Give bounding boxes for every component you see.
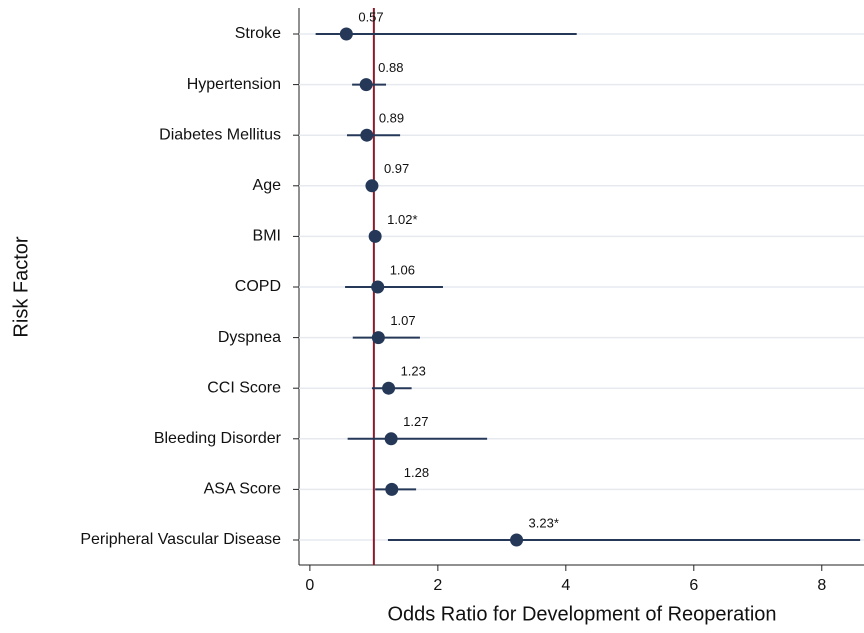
y-tick-label: Diabetes Mellitus [159,126,281,143]
value-label: 0.89 [379,111,404,126]
y-tick-label: Stroke [235,25,281,42]
point-estimate [359,78,373,92]
value-label: 1.07 [390,313,415,328]
y-tick-label: Age [253,177,282,194]
y-tick-label: Hypertension [187,76,281,93]
point-estimate [360,128,374,142]
x-tick-label: 6 [689,577,698,594]
point-estimate [339,27,353,41]
y-tick-label: Dyspnea [218,329,281,346]
value-label: 0.57 [358,9,383,24]
y-tick-label: BMI [253,228,281,245]
value-label: 0.88 [378,60,403,75]
point-estimate [371,280,385,294]
x-tick-label: 8 [817,577,826,594]
value-label: 1.28 [404,465,429,480]
x-axis-title: Odds Ratio for Development of Reoperatio… [387,603,776,625]
point-estimate [385,482,399,496]
y-tick-label: Bleeding Disorder [154,430,282,447]
point-estimate [384,432,398,446]
value-label: 1.23 [401,364,426,379]
point-estimate [365,179,379,193]
x-tick-label: 0 [305,577,314,594]
value-label: 1.02* [387,212,417,227]
value-label: 3.23* [529,515,559,530]
value-label: 1.06 [390,262,415,277]
y-tick-label: COPD [235,278,281,295]
y-axis-title: Risk Factor [10,236,32,337]
point-estimate [382,381,396,395]
point-estimate [371,331,385,345]
y-tick-label: Peripheral Vascular Disease [80,531,281,548]
x-tick-label: 2 [433,577,442,594]
y-tick-label: ASA Score [204,481,281,498]
value-label: 0.97 [384,161,409,176]
point-estimate [510,533,524,547]
value-label: 1.27 [403,414,428,429]
point-estimate [368,229,382,243]
y-tick-label: CCI Score [207,379,281,396]
x-tick-label: 4 [561,577,570,594]
